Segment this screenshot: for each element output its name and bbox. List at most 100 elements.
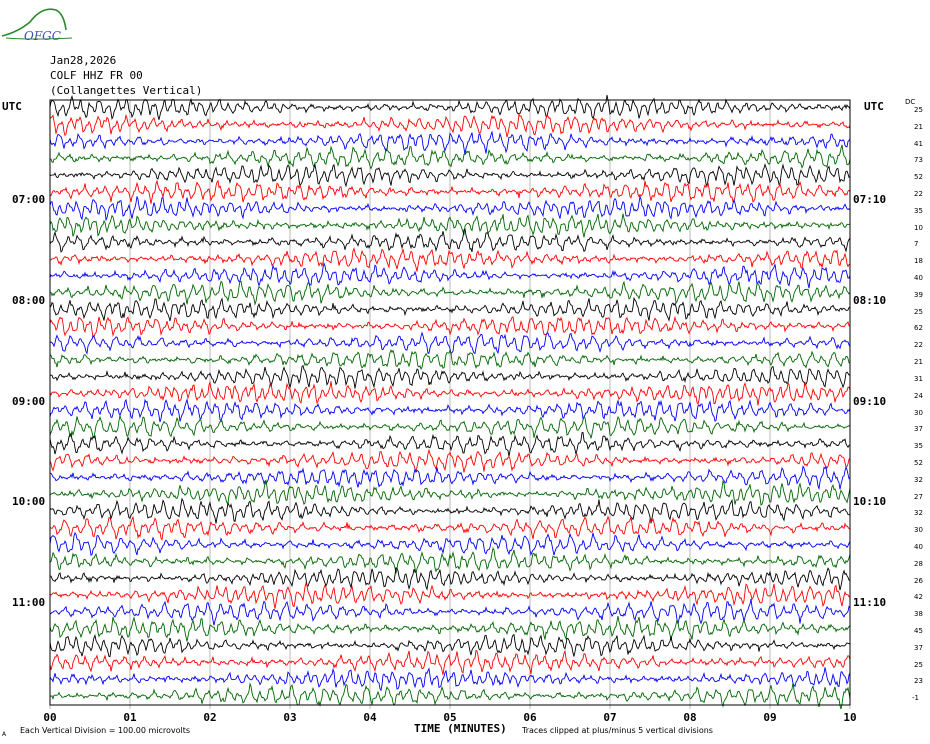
trace-row-27 <box>49 531 851 557</box>
trace-row-23 <box>49 465 851 491</box>
dc-offset-label: -1 <box>912 694 919 703</box>
trace-row-10 <box>49 247 851 272</box>
svg-text:OFGC: OFGC <box>24 29 61 43</box>
hour-label: 10:00 <box>12 495 46 509</box>
trace-row-35 <box>49 667 851 692</box>
dc-offset-label: 25 <box>914 660 923 669</box>
trace-row-22 <box>49 448 851 473</box>
trace-row-26 <box>49 515 851 541</box>
dc-offset-label: 21 <box>914 358 923 367</box>
trace-row-20 <box>49 415 851 439</box>
trace-row-9 <box>49 228 851 253</box>
dc-offset-label: 22 <box>914 341 923 350</box>
dc-offset-label: 27 <box>914 492 923 501</box>
x-tick-label: 09 <box>763 711 777 724</box>
dc-offset-label: 32 <box>914 509 923 518</box>
trace-row-29 <box>49 567 851 591</box>
x-tick-label: 08 <box>683 711 697 724</box>
dc-offset-label: 22 <box>914 190 923 199</box>
station-label: COLF HHZ FR 00 <box>50 69 143 82</box>
hour-label: 08:00 <box>12 293 46 307</box>
hour-label: 11:00 <box>12 596 46 610</box>
x-tick-label: 06 <box>523 711 537 724</box>
x-tick-label: 07 <box>603 711 617 724</box>
dc-offset-label: 40 <box>914 542 923 551</box>
trace-row-1 <box>49 95 851 121</box>
date-label: Jan28,2026 <box>50 54 117 67</box>
dc-offset-label: 18 <box>914 257 923 266</box>
dc-offset-label: 31 <box>914 374 923 383</box>
trace-row-8 <box>49 213 851 238</box>
utc-left-label: UTC <box>2 100 22 113</box>
dc-offset-label: 30 <box>914 526 923 535</box>
hour-label: 10:10 <box>853 495 887 509</box>
dc-offset-label: 32 <box>914 475 923 484</box>
hour-label: 07:00 <box>12 192 46 206</box>
trace-row-21 <box>49 432 851 457</box>
dc-offset-label: 73 <box>914 156 923 165</box>
clip-note: Traces clipped at plus/minus 5 vertical … <box>522 726 713 735</box>
dc-offset-label: 28 <box>914 559 923 568</box>
hour-label: 09:10 <box>853 394 887 408</box>
trace-row-7 <box>49 195 851 222</box>
dc-offset-label: 7 <box>914 240 919 249</box>
dc-offset-label: 24 <box>914 391 923 400</box>
dc-offset-label: 37 <box>914 643 923 652</box>
trace-row-28 <box>49 546 851 574</box>
trace-row-36 <box>49 682 851 710</box>
trace-row-14 <box>49 315 851 338</box>
trace-row-30 <box>49 581 851 609</box>
dc-offset-label: 42 <box>914 593 923 602</box>
trace-row-24 <box>49 479 851 506</box>
trace-row-16 <box>49 348 851 371</box>
trace-row-15 <box>49 331 851 355</box>
dc-offset-label: 25 <box>914 106 923 114</box>
x-tick-label: 00 <box>43 711 57 724</box>
dc-offset-label: 23 <box>914 677 923 686</box>
hour-label: 11:10 <box>853 596 887 610</box>
dc-offset-label: 21 <box>914 122 923 131</box>
x-tick-label: 02 <box>203 711 217 724</box>
trace-row-4 <box>50 144 851 170</box>
hour-label: 09:00 <box>12 394 46 408</box>
trace-row-13 <box>49 296 851 322</box>
trace-row-34 <box>49 649 851 675</box>
seismic-traces <box>49 95 851 710</box>
dc-offset-label: 10 <box>914 223 923 232</box>
dc-offset-label: 35 <box>914 442 923 451</box>
dc-offset-label: 62 <box>914 324 923 333</box>
trace-row-6 <box>49 179 851 204</box>
trace-row-3 <box>49 130 851 155</box>
dc-offset-label: 38 <box>914 610 923 619</box>
dc-offset-label: 41 <box>914 139 923 148</box>
trace-row-25 <box>49 497 851 524</box>
x-axis-label: TIME (MINUTES) <box>414 722 507 735</box>
x-tick-label: 03 <box>283 711 297 724</box>
trace-row-17 <box>49 364 851 389</box>
dc-offset-label: 37 <box>914 425 923 434</box>
trace-row-18 <box>49 380 851 406</box>
trace-row-31 <box>49 598 851 626</box>
utc-right-label: UTC <box>864 100 884 113</box>
dc-header: DC <box>905 98 916 106</box>
dc-offset-label: 39 <box>914 290 923 299</box>
trace-row-32 <box>49 616 851 642</box>
dc-offset-label: 26 <box>914 576 923 585</box>
x-tick-label: 10 <box>843 711 857 724</box>
trace-row-11 <box>49 262 851 289</box>
ofgc-logo: OFGC <box>1 8 73 43</box>
hour-label: 08:10 <box>853 293 887 307</box>
dc-offset-label: 52 <box>914 173 923 182</box>
x-tick-label: 01 <box>123 711 137 724</box>
trace-row-19 <box>49 398 851 423</box>
trace-row-33 <box>49 633 851 658</box>
trace-row-2 <box>49 112 851 138</box>
x-tick-label: 04 <box>363 711 377 724</box>
x-tick-label: 05 <box>443 711 457 724</box>
dc-offset-label: 52 <box>914 458 923 467</box>
trace-row-5 <box>49 162 851 188</box>
dc-offset-label: 25 <box>914 307 923 316</box>
hour-label: 07:10 <box>853 192 887 206</box>
dc-offset-label: 45 <box>914 626 923 635</box>
